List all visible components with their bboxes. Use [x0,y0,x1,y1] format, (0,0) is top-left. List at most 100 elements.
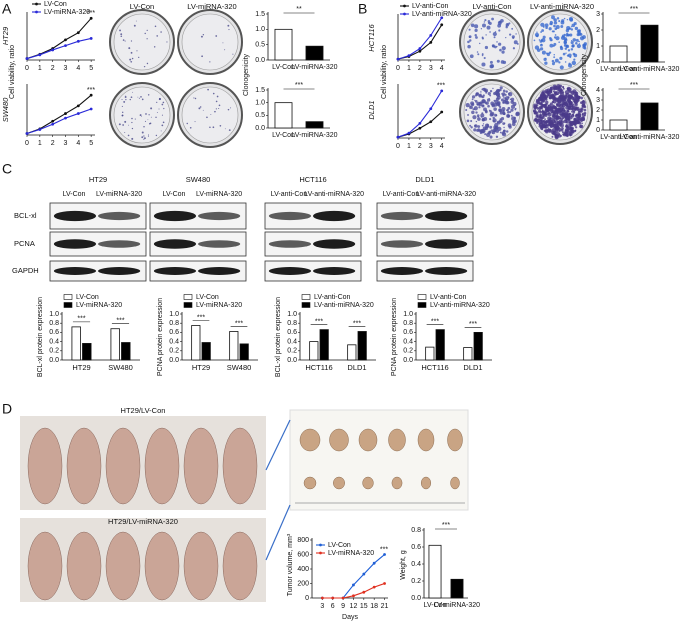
line [397,90,443,138]
colony [573,21,577,26]
colony [495,135,499,138]
colony [533,39,536,42]
colony [563,40,567,45]
colony [481,54,484,57]
colony [477,53,480,56]
colony [216,95,219,98]
colony [150,107,153,110]
x-tick-label: 5 [89,140,93,147]
y-tick-label: 1 [596,117,600,124]
x-tick-label: 3 [64,65,68,72]
colony [554,121,557,125]
x-tick-label: DLD1 [463,363,482,372]
colony [556,136,558,138]
colony [215,35,218,37]
y-tick-label: 1.0 [49,311,59,318]
colony [567,53,572,58]
colony [222,42,224,44]
colony [566,25,571,31]
y-tick-label: 0.5 [255,112,265,119]
colony [141,131,144,134]
colony [482,123,485,125]
colony [491,17,494,21]
mouse [183,427,219,505]
colony [541,94,546,99]
colony [209,126,211,129]
colony [232,53,234,55]
point [89,37,93,40]
dish-inner [113,13,171,71]
y-tick-label: 0.4 [169,338,179,345]
colony [510,108,514,112]
colony [469,124,472,127]
colony [544,23,549,28]
colony [186,122,188,125]
colony [506,108,509,112]
colony [565,33,568,37]
colony [542,111,546,116]
tumor [391,476,403,490]
colony [499,86,503,90]
colony [494,45,497,49]
line [26,108,92,134]
y-tick-label: 0.0 [169,357,179,364]
bar [305,45,324,61]
colony [578,43,580,45]
legend-swatch [35,2,38,6]
colony [553,36,557,39]
point [372,585,376,589]
colony [145,113,147,115]
colony [162,121,165,124]
colony [473,128,477,132]
colony [577,29,581,33]
x-tick-label: LV-anti-Con [600,66,637,73]
colony [491,103,496,108]
side-label: SW480 [1,97,10,122]
y-tick-label: 3 [596,11,600,18]
colony [556,120,558,122]
blot-band [98,211,141,221]
colony [560,25,564,28]
colony [547,104,550,107]
point [352,583,355,587]
colony [561,127,564,130]
x-tick-label: LV-anti-miRNA-320 [620,66,680,73]
colony [228,129,231,132]
colony [499,48,502,52]
legend-label: LV-anti-miRNA-320 [412,11,472,18]
colony [510,104,516,109]
legend-label: LV-Con [44,1,67,8]
colony [536,48,541,52]
colony [541,50,546,55]
colony [467,114,469,116]
colony [566,125,569,129]
colony [147,119,149,121]
x-axis-label: Days [342,614,358,621]
y-tick-label: 400 [297,566,309,573]
colony [227,108,230,111]
colony [499,131,502,134]
mouse [66,531,102,601]
colony [207,88,209,91]
y-tick-label: 2 [596,27,600,34]
point [25,57,29,60]
y-axis-label: Clonogenicity [581,53,588,96]
x-tick-label: SW480 [108,363,133,372]
line [397,24,443,60]
colony [121,105,123,108]
colony [497,102,500,105]
colony [568,95,572,99]
x-tick-label: 4 [76,65,80,72]
colony [502,101,505,104]
legend-label: LV-miRNA-320 [76,302,122,309]
blot-band [153,267,197,275]
colony [465,109,468,112]
colony [482,94,485,97]
colony [470,106,472,108]
colony [493,99,496,102]
colony [470,119,473,123]
y-tick-label: 0.0 [255,57,265,64]
colony [489,60,493,64]
blot-band [268,240,312,248]
colony [568,120,572,124]
